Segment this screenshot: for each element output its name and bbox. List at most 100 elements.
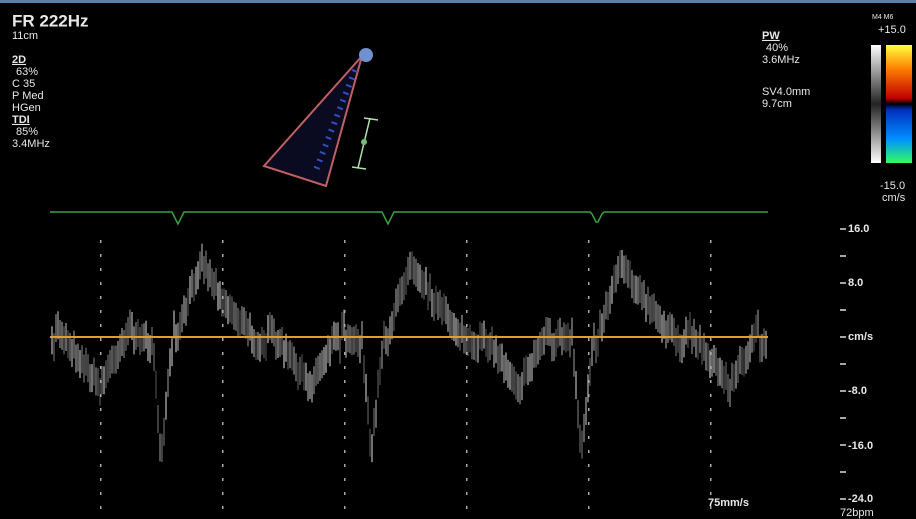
time-marker xyxy=(222,282,224,285)
time-marker xyxy=(588,492,590,495)
time-marker xyxy=(466,408,468,411)
color-bar xyxy=(886,45,912,163)
colorbar-mode: M4 M6 xyxy=(872,14,894,21)
grayscale-bar xyxy=(871,45,881,163)
time-marker xyxy=(466,310,468,313)
time-marker xyxy=(344,394,346,397)
time-marker xyxy=(100,268,102,271)
time-marker xyxy=(100,352,102,355)
time-marker xyxy=(466,478,468,481)
time-marker xyxy=(466,436,468,439)
time-marker xyxy=(222,296,224,299)
sector-image xyxy=(262,48,379,188)
mode-pw: PW xyxy=(762,30,780,42)
velocity-scale: 16.0 8.0 cm/s -8.0 -16.0 -24.0 xyxy=(848,223,873,505)
mode-tdi: TDI xyxy=(12,114,30,126)
time-marker xyxy=(466,422,468,425)
time-marker xyxy=(222,254,224,257)
time-marker xyxy=(222,310,224,313)
scale-label: -8.0 xyxy=(848,385,867,397)
time-marker xyxy=(344,324,346,327)
time-marker xyxy=(710,436,712,439)
time-marker xyxy=(710,506,712,509)
pw-gain: 40% xyxy=(766,42,788,54)
time-marker xyxy=(466,352,468,355)
time-marker xyxy=(466,366,468,369)
time-marker xyxy=(344,268,346,271)
time-marker xyxy=(344,436,346,439)
time-marker xyxy=(710,408,712,411)
sample-volume-size: SV4.0mm xyxy=(762,86,810,98)
time-marker xyxy=(588,338,590,341)
time-marker xyxy=(222,408,224,411)
time-marker xyxy=(100,338,102,341)
header-right: PW 40% 3.6MHz SV4.0mm 9.7cm xyxy=(762,30,810,110)
time-marker xyxy=(222,436,224,439)
time-marker xyxy=(710,366,712,369)
time-marker xyxy=(344,506,346,509)
time-marker xyxy=(710,352,712,355)
time-marker xyxy=(466,492,468,495)
time-marker xyxy=(710,422,712,425)
time-marker xyxy=(222,268,224,271)
colorbar-unit: cm/s xyxy=(882,192,906,204)
frame-rate: FR 222Hz xyxy=(12,11,89,30)
time-marker xyxy=(710,324,712,327)
time-marker xyxy=(100,324,102,327)
time-marker xyxy=(588,506,590,509)
time-marker xyxy=(100,422,102,425)
time-marker xyxy=(344,254,346,257)
time-marker xyxy=(100,464,102,467)
colorbar: M4 M6 +15.0 -15.0 cm/s xyxy=(871,14,912,204)
time-marker xyxy=(222,366,224,369)
time-marker xyxy=(100,296,102,299)
time-marker xyxy=(100,240,102,243)
time-marker xyxy=(100,478,102,481)
scale-label: 16.0 xyxy=(848,223,869,235)
time-marker xyxy=(466,296,468,299)
time-marker xyxy=(344,422,346,425)
color-flow xyxy=(313,68,358,172)
time-marker xyxy=(100,408,102,411)
time-marker xyxy=(588,240,590,243)
heart-rate: 72bpm xyxy=(840,507,874,519)
time-marker xyxy=(344,492,346,495)
persistence: P Med xyxy=(12,90,44,102)
pw-frequency: 3.6MHz xyxy=(762,54,800,66)
time-marker xyxy=(710,296,712,299)
time-marker xyxy=(100,394,102,397)
time-marker xyxy=(344,310,346,313)
time-marker xyxy=(344,338,346,341)
time-marker xyxy=(100,254,102,257)
scale-ticks xyxy=(840,228,846,500)
time-marker xyxy=(710,240,712,243)
time-marker xyxy=(588,408,590,411)
time-marker xyxy=(344,450,346,453)
time-marker xyxy=(588,464,590,467)
time-marker xyxy=(466,324,468,327)
colorbar-bottom: -15.0 xyxy=(880,180,905,192)
time-marker xyxy=(588,478,590,481)
time-marker xyxy=(222,464,224,467)
time-marker xyxy=(466,268,468,271)
time-marker xyxy=(710,282,712,285)
sector xyxy=(262,55,363,188)
time-marker xyxy=(222,338,224,341)
time-marker xyxy=(710,254,712,257)
time-marker xyxy=(222,422,224,425)
time-marker xyxy=(466,380,468,383)
scale-label: -24.0 xyxy=(848,493,873,505)
time-marker xyxy=(222,394,224,397)
time-marker xyxy=(344,240,346,243)
time-marker xyxy=(222,492,224,495)
time-marker xyxy=(710,478,712,481)
time-marker xyxy=(466,240,468,243)
time-marker xyxy=(100,310,102,313)
time-marker xyxy=(100,492,102,495)
time-marker xyxy=(588,450,590,453)
time-marker xyxy=(710,338,712,341)
sample-volume xyxy=(361,139,367,145)
tdi-frequency: 3.4MHz xyxy=(12,138,50,150)
scale-label: -16.0 xyxy=(848,440,873,452)
